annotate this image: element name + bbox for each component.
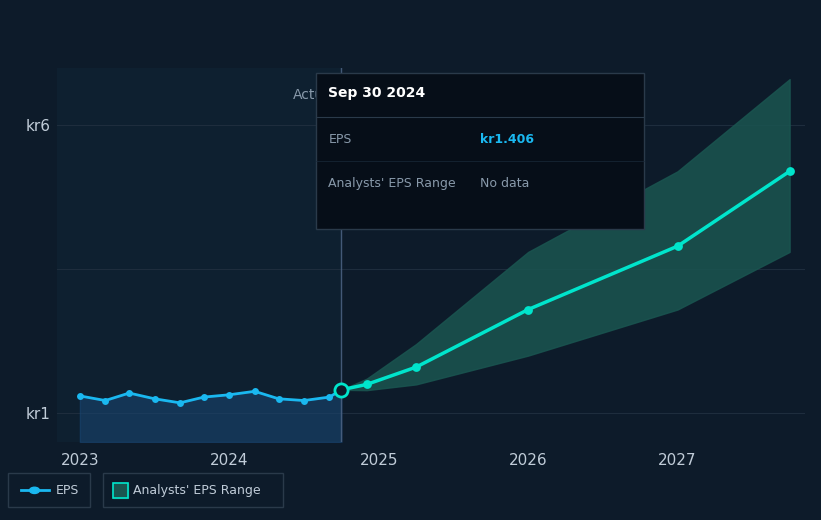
Point [99,396,112,405]
Point [521,305,534,314]
Point [671,242,684,250]
Point [323,393,336,401]
Point [197,393,210,401]
Text: Analysts Forecasts: Analysts Forecasts [349,88,478,102]
Point [248,387,261,396]
Point [360,380,374,388]
Point [73,392,86,400]
Text: Sep 30 2024: Sep 30 2024 [328,86,425,100]
Point [148,395,161,403]
Point [272,395,285,403]
Point [410,363,423,371]
Text: EPS: EPS [56,484,79,497]
Text: Analysts' EPS Range: Analysts' EPS Range [133,484,260,497]
Text: No data: No data [480,177,530,190]
Text: Analysts' EPS Range: Analysts' EPS Range [328,177,456,190]
Point [335,386,348,394]
Point [783,167,796,175]
Point [173,399,186,407]
Text: Actual: Actual [293,88,337,102]
Bar [57,68,342,442]
Text: EPS: EPS [328,133,351,146]
Text: kr1.406: kr1.406 [480,133,534,146]
Point [297,396,310,405]
Point [122,389,135,397]
Point [222,391,236,399]
